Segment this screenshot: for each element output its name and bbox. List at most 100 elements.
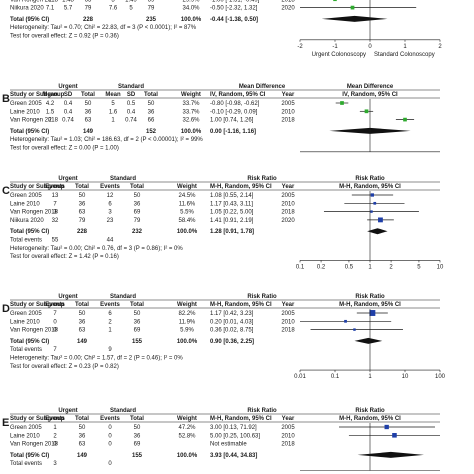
column-heading: Total <box>130 184 144 190</box>
study-point-estimate <box>373 201 377 205</box>
total-weight: 100.0% <box>181 129 202 135</box>
effect-header-plot: Risk Ratio <box>355 408 385 414</box>
study-value: 7 <box>53 201 57 207</box>
total-n-standard: 232 <box>132 229 143 235</box>
study-point-estimate <box>392 433 397 438</box>
study-name: Green 2005 <box>10 425 42 431</box>
study-value: 50 <box>134 311 141 317</box>
total-events-standard: 44 <box>107 238 114 244</box>
study-value: 63 <box>79 442 86 448</box>
overall-effect-text: Test for overall effect: Z = 1.42 (P = 0… <box>10 254 119 260</box>
study-name: Niikura 2020 <box>10 218 44 224</box>
total-events-urgent: 7 <box>53 347 57 353</box>
study-ci-text: -1.00 [-1.51, -0.49] <box>210 0 260 3</box>
study-value: 36 <box>134 201 141 207</box>
column-heading: Weight <box>177 302 197 308</box>
plot-method-heading: IV, Random, 95% CI <box>342 92 398 98</box>
column-heading: Total <box>75 184 89 190</box>
group-header: Urgent <box>58 408 77 414</box>
study-value: 7.6 <box>109 6 118 12</box>
total-events-label: Total events <box>10 347 42 353</box>
study-value: 66 <box>148 118 155 124</box>
column-heading: Year <box>282 184 295 190</box>
column-heading: M-H, Random, 95% CI <box>210 184 272 190</box>
x-tick-label: 0 <box>368 44 372 50</box>
study-name: Laine 2010 <box>10 109 40 115</box>
total-n-standard: 152 <box>146 129 157 135</box>
total-events-label: Total events <box>10 461 42 467</box>
study-value: 63 <box>85 118 92 124</box>
total-events-standard: 0 <box>108 461 112 467</box>
study-value: 50 <box>79 311 86 317</box>
study-point-estimate <box>350 5 355 10</box>
study-year: 2010 <box>281 319 295 325</box>
study-value: 4.2 <box>46 101 55 107</box>
total-label: Total (95% CI) <box>10 129 49 135</box>
column-heading: Events <box>100 416 120 422</box>
study-point-estimate <box>369 310 376 316</box>
x-tick-label: -1 <box>332 44 338 50</box>
study-value: 36 <box>148 109 155 115</box>
effect-header-plot: Risk Ratio <box>355 294 385 300</box>
study-value: 0.5 <box>127 101 136 107</box>
study-point-estimate <box>370 210 373 213</box>
total-events-urgent: 3 <box>53 461 57 467</box>
plot-method-heading: M-H, Random, 95% CI <box>339 184 401 190</box>
column-heading: M-H, Random, 95% CI <box>210 416 272 422</box>
study-value: 3 <box>111 0 115 3</box>
study-ci-text: 1.41 [0.91, 2.19] <box>210 218 254 224</box>
study-value: 0 <box>108 442 112 448</box>
study-value: 79 <box>79 218 86 224</box>
column-heading: Total <box>75 302 89 308</box>
study-value: 0 <box>108 433 112 439</box>
column-heading: Study or Subgroup <box>10 302 65 308</box>
x-tick-label: -2 <box>297 44 303 50</box>
x-tick-label: 2 <box>438 44 442 50</box>
favours-right-label: Standard Colonoscopy <box>374 52 435 58</box>
group-header: Standard <box>110 294 136 300</box>
study-name: Van Rongen 2018 <box>10 118 59 124</box>
study-weight: 24.5% <box>178 193 196 199</box>
x-tick-label: 2 <box>389 264 393 270</box>
total-weight: 100.0% <box>177 453 198 459</box>
study-value: 2 <box>108 319 112 325</box>
total-ci-text: 1.28 [0.91, 1.78] <box>210 229 254 235</box>
column-heading: SD <box>127 92 136 98</box>
total-n-standard: 155 <box>132 453 143 459</box>
column-heading: Mean <box>42 92 58 98</box>
plot-method-heading: M-H, Random, 95% CI <box>339 302 401 308</box>
favours-left-label: Urgent Colonoscopy <box>312 52 366 58</box>
study-value: 2 <box>53 433 57 439</box>
study-value: 0.4 <box>64 109 73 115</box>
study-weight: 33.7% <box>182 101 200 107</box>
study-year: 2020 <box>281 6 295 12</box>
column-heading: Total <box>130 416 144 422</box>
study-value: 0 <box>53 319 57 325</box>
study-year: 2005 <box>281 193 295 199</box>
study-point-estimate <box>344 319 347 323</box>
study-name: Van Rongen 2018 <box>10 328 59 334</box>
total-ci-text: 0.90 [0.36, 2.25] <box>210 339 254 345</box>
study-weight: 82.2% <box>178 311 196 317</box>
heterogeneity-text: Heterogeneity: Tau² = 1.03; Chi² = 186.6… <box>10 137 203 143</box>
study-value: 0 <box>108 425 112 431</box>
study-value: 36 <box>79 319 86 325</box>
group-header: Standard <box>110 408 136 414</box>
column-heading: Events <box>45 184 65 190</box>
study-weight: 11.6% <box>179 201 196 207</box>
x-tick-label: 0.01 <box>294 374 306 380</box>
heterogeneity-text: Heterogeneity: Tau² = 0.00; Chi² = 0.76,… <box>10 246 183 252</box>
study-value: 69 <box>134 328 141 334</box>
study-year: 2005 <box>281 101 295 107</box>
x-tick-label: 5 <box>417 264 421 270</box>
study-year: 2018 <box>281 0 295 3</box>
study-value: 3 <box>53 210 57 216</box>
study-point-estimate <box>370 193 374 197</box>
study-ci-text: -0.80 [-0.98, -0.62] <box>210 101 260 107</box>
pooled-diamond <box>357 451 424 458</box>
x-tick-label: 0.2 <box>317 264 326 270</box>
study-value: 1.6 <box>109 109 118 115</box>
study-name: Laine 2010 <box>10 201 40 207</box>
